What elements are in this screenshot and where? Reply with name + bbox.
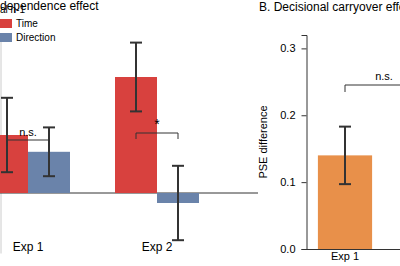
error-bar-cap bbox=[339, 126, 351, 128]
error-bar-cap bbox=[130, 42, 142, 44]
error-bar-line bbox=[344, 127, 346, 185]
y-tick-label: 0.1 bbox=[280, 176, 295, 188]
y-tick-mark bbox=[302, 48, 307, 49]
x-tick: Exp 1 bbox=[13, 240, 44, 254]
error-bar-cap bbox=[1, 171, 13, 173]
bar bbox=[0, 135, 28, 193]
error-bar-cap bbox=[130, 110, 142, 112]
y-tick-label: 0.0 bbox=[280, 243, 295, 255]
annotation: * bbox=[154, 116, 160, 132]
significance-bracket bbox=[345, 85, 400, 92]
error-bar-line bbox=[6, 98, 8, 172]
title: B. Decisional carryover effe bbox=[259, 0, 400, 14]
y-axis-line bbox=[302, 36, 308, 250]
y-tick-label: 0.2 bbox=[280, 109, 295, 121]
error-bar bbox=[43, 127, 55, 176]
annotation: n.s. bbox=[19, 126, 37, 138]
y-tick-mark bbox=[302, 115, 307, 116]
y-tick: 0.1 bbox=[280, 176, 306, 188]
legend-title: al n-1 bbox=[0, 4, 25, 15]
error-bar-cap bbox=[339, 183, 351, 185]
error-bar-cap bbox=[43, 126, 55, 128]
error-bar bbox=[130, 43, 142, 112]
figure: Exp 1Exp 2n.s.*dependence effectal n-1Ti… bbox=[0, 0, 400, 266]
x-tick: Exp 1 bbox=[331, 249, 359, 262]
significance-bracket bbox=[7, 140, 49, 146]
plot-area bbox=[0, 43, 199, 241]
x-axis: Exp 1 bbox=[307, 249, 385, 262]
legend-item: Direction bbox=[0, 32, 55, 43]
y-tick: 0.0 bbox=[280, 243, 306, 255]
x-tick-label: Exp 1 bbox=[13, 240, 44, 254]
annotation: n.s. bbox=[375, 70, 393, 82]
error-bar-line bbox=[177, 166, 179, 240]
legend-label: Direction bbox=[16, 32, 55, 43]
y-axis-title: PSE difference bbox=[257, 105, 269, 178]
x-tick-label: Exp 2 bbox=[142, 240, 173, 254]
x-tick-label: Exp 1 bbox=[331, 250, 359, 262]
error-bar-cap bbox=[172, 165, 184, 167]
y-axis: 0.0 0.1 0.2 0.3 bbox=[280, 36, 307, 256]
error-bar-cap bbox=[1, 97, 13, 99]
legend-item: Time bbox=[0, 18, 38, 29]
x-axis: Exp 1 Exp 2 bbox=[0, 240, 222, 254]
error-bar-line bbox=[48, 127, 50, 176]
y-tick: 0.3 bbox=[280, 42, 306, 54]
y-tick: 0.2 bbox=[280, 109, 306, 121]
legend-label: Time bbox=[16, 18, 38, 29]
plot-area bbox=[318, 127, 372, 249]
x-tick: Exp 2 bbox=[142, 240, 173, 254]
legend-swatch bbox=[0, 19, 12, 28]
y-tick-mark bbox=[302, 249, 307, 250]
error-bar-line bbox=[135, 43, 137, 112]
legend-swatch bbox=[0, 33, 12, 42]
error-bar-cap bbox=[172, 239, 184, 241]
significance-bracket bbox=[136, 133, 178, 139]
legend: al n-1 Time Direction bbox=[0, 4, 55, 43]
error-bar-cap bbox=[43, 175, 55, 177]
error-bar bbox=[172, 166, 184, 240]
y-tick-label: 0.3 bbox=[280, 42, 295, 54]
error-bar bbox=[1, 98, 13, 172]
error-bar bbox=[339, 127, 351, 185]
y-tick-mark bbox=[302, 182, 307, 183]
